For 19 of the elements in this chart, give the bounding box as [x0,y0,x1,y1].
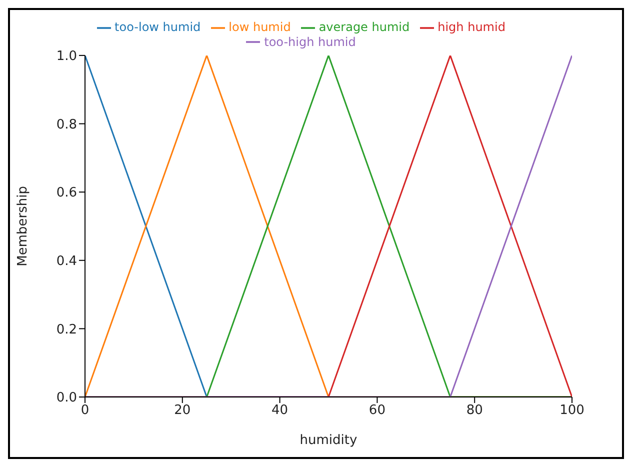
legend-label: too-low humid [114,20,201,34]
x-tick-label: 40 [272,403,288,418]
y-axis-title: Membership [16,186,31,266]
x-tick-label: 20 [174,403,191,418]
y-tick-label: 0.8 [56,117,77,132]
x-tick-label: 60 [368,403,386,418]
y-tick-label: 0.4 [56,254,77,269]
x-tick-label: 100 [560,403,584,418]
legend-label: low humid [228,20,291,34]
y-tick-label: 0.2 [56,322,77,338]
legend-label: average humid [318,20,410,34]
legend-label: too-high humid [264,34,356,49]
x-axis-title: humidity [300,433,358,448]
y-tick-label: 0.6 [56,186,77,201]
x-tick-label: 80 [466,403,483,418]
x-tick-label: 0 [80,403,90,418]
legend-label: high humid [438,20,506,34]
y-tick-label: 1.0 [56,49,77,64]
y-tick-label: 0.0 [56,390,77,406]
